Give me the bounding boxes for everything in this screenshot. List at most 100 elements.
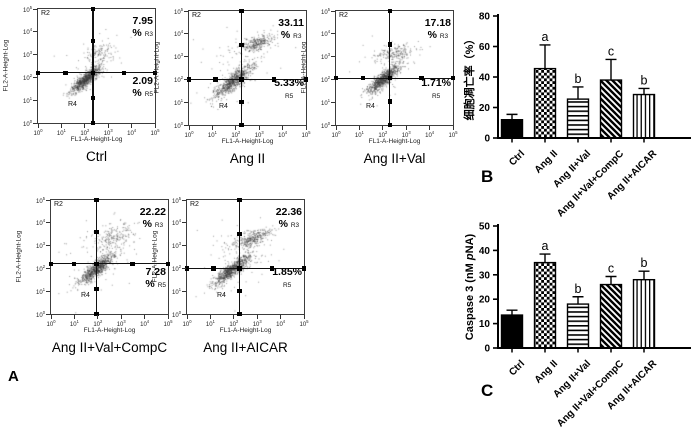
y-tick-label: 104: [23, 27, 32, 37]
y-tick-mark: [184, 124, 188, 126]
axis-lines: [497, 14, 691, 139]
stat-value: 5.33%: [274, 77, 304, 89]
stat-value: 1.71%: [421, 77, 451, 89]
panel-label-b: B: [481, 167, 494, 186]
quadrant-gate-horizontal: [189, 78, 306, 80]
x-tick-label: 105: [448, 130, 458, 139]
x-tick-label: 104: [425, 130, 435, 139]
gate-handle: [450, 76, 456, 81]
x-tick-label: 100: [331, 130, 341, 139]
gate-handle: [237, 197, 242, 203]
x-tick-mark: [154, 124, 156, 128]
y-tick-label: 10: [479, 319, 491, 330]
y-tick-label: 105: [172, 195, 181, 205]
stat-value: 22.36: [275, 206, 302, 218]
x-tick-mark: [429, 126, 431, 130]
gate-handle: [387, 99, 392, 104]
x-tick-mark: [335, 126, 337, 130]
region-label-r4: R4: [366, 103, 375, 110]
x-tick-mark: [209, 315, 211, 319]
scatter-plot-area: [335, 10, 454, 126]
gate-handle: [90, 6, 96, 12]
x-tick-mark: [37, 124, 39, 128]
x-tick-mark: [280, 315, 282, 319]
gate-handle: [121, 70, 127, 76]
error-bar: [572, 86, 584, 100]
x-tick-label: 103: [254, 130, 264, 139]
x-tick-mark: [358, 126, 360, 130]
x-tick-label: 101: [207, 130, 217, 139]
y-tick-mark: [331, 10, 335, 12]
y-tick-label: 101: [172, 286, 181, 296]
quadrant-stat-upper-right: 22.22% R3: [140, 206, 166, 230]
x-tick-mark: [144, 315, 146, 319]
y-tick-label: 104: [36, 218, 45, 228]
y-tick-label: 105: [36, 195, 45, 205]
y-tick-label: 101: [174, 97, 183, 107]
y-tick-label: 104: [321, 29, 330, 39]
quadrant-gates-overlay: R2 R4 22.22% R3 7.28% R5: [48, 197, 171, 317]
gate-handle: [130, 261, 135, 267]
flow-plot-angii-aicar: FL2-A-Height-Log R2 R4 22.36% R3 1.85% R5 FL…: [150, 193, 310, 361]
x-axis-label: FL1-A-Height-Log: [83, 327, 136, 334]
y-tick-label: 103: [23, 50, 32, 60]
gate-handle: [48, 261, 54, 267]
x-tick-label: 103: [116, 319, 126, 328]
gate-handle: [271, 77, 277, 82]
y-tick-label: 102: [321, 74, 330, 84]
gate-handle: [35, 70, 41, 76]
y-tick-mark: [46, 245, 50, 247]
gate-handle: [360, 76, 366, 81]
gate-handle: [152, 70, 158, 76]
x-tick-mark: [50, 315, 52, 319]
x-tick-mark: [211, 126, 213, 130]
x-tick-mark: [131, 124, 133, 128]
quadrant-gates-overlay: R2 R4 17.18% R3 1.71% R5: [333, 8, 456, 128]
x-tick-mark: [167, 315, 169, 319]
stat-units-region: R5: [274, 90, 304, 102]
scatter-plot-area: [188, 10, 307, 126]
gate-handle: [387, 8, 392, 14]
plot-title: Ctrl: [86, 149, 107, 164]
y-tick-mark: [46, 222, 50, 224]
significance-letter: c: [608, 44, 614, 58]
gate-handle: [419, 76, 424, 81]
y-tick-mark: [46, 199, 50, 201]
quadrant-gate-vertical: [389, 11, 391, 125]
x-tick-label: 100: [182, 319, 192, 328]
x-axis-label: FL1-A-Height-Log: [221, 138, 274, 145]
quadrant-gate-vertical: [241, 11, 243, 125]
quadrant-gates-overlay: R2 R4 33.11% R3 5.33% R5: [186, 8, 309, 128]
x-tick-mark: [73, 315, 75, 319]
y-tick-mark: [46, 290, 50, 292]
category-label: Ang II: [533, 358, 561, 386]
region-label: R3: [293, 32, 302, 40]
region-label: R3: [290, 221, 300, 229]
y-tick-mark: [184, 10, 188, 12]
x-tick-mark: [256, 315, 258, 319]
region-label-r2: R2: [339, 12, 348, 19]
bar-Ang II: [533, 67, 557, 139]
quadrant-stat-upper-right: 17.18% R3: [425, 17, 451, 41]
plot-title: Ang II+Val: [363, 151, 426, 166]
region-label-r2: R2: [41, 10, 50, 17]
region-label-r2: R2: [54, 201, 63, 208]
panel-label-a: A: [8, 368, 19, 385]
stat-value: 33.11: [278, 17, 304, 29]
gate-handle: [94, 261, 99, 267]
bar-Ctrl: [500, 118, 524, 139]
gate-handle: [71, 261, 76, 267]
y-tick-label: 40: [479, 246, 491, 257]
plot-title: Ang II: [229, 151, 266, 166]
category-label: Ang II: [533, 148, 561, 176]
x-tick-mark: [60, 124, 62, 128]
quadrant-gate-vertical: [239, 200, 241, 314]
y-tick-label: 102: [174, 74, 183, 84]
gate-handle: [165, 261, 171, 267]
y-axis-label: FL2-A-Height-Log: [2, 39, 10, 92]
y-tick-label: 102: [36, 263, 45, 273]
y-axis-label: FL2-A-Height-Log: [151, 230, 159, 283]
y-tick-label: 101: [36, 286, 45, 296]
